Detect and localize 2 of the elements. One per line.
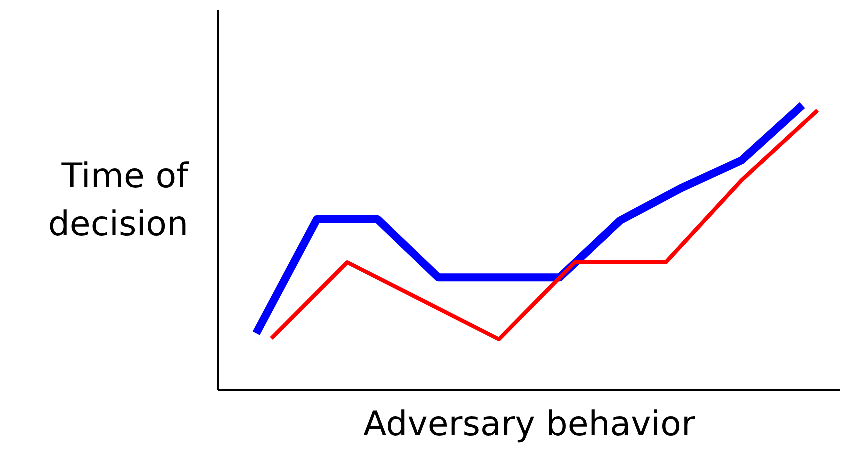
- x-axis-title: Adversary behavior: [364, 404, 696, 444]
- y-axis-title: Time of decision: [48, 156, 190, 244]
